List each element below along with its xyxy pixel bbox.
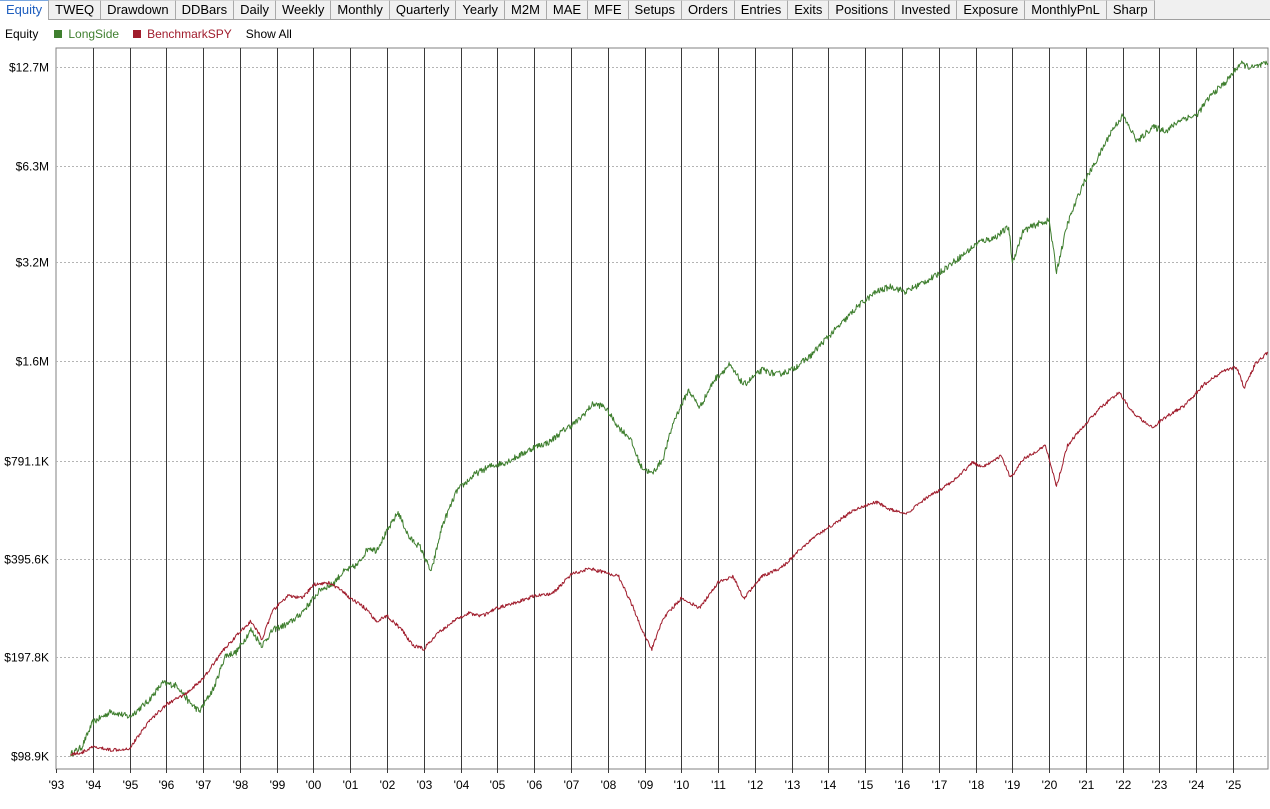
x-tick-label: '96	[159, 778, 175, 792]
chart-tab-bar: Equity TWEQ Drawdown DDBars Daily Weekly Month…	[0, 0, 1270, 20]
tab-equity[interactable]: Equity	[0, 0, 50, 20]
x-tick-label: '20	[1042, 778, 1058, 792]
x-tick-label: '25	[1226, 778, 1242, 792]
series-line-longside	[70, 60, 1269, 757]
x-tick-label: '11	[711, 778, 726, 792]
tab-list: Equity TWEQ Drawdown DDBars Daily Weekly Month…	[0, 0, 1155, 20]
tab-mfe[interactable]: MFE	[588, 0, 629, 19]
legend-item-longside[interactable]: LongSide	[54, 27, 119, 41]
y-tick-label: $791.1K	[4, 455, 49, 469]
tab-positions[interactable]: Positions	[829, 0, 896, 19]
tab-mae[interactable]: MAE	[546, 0, 589, 19]
tab-setups[interactable]: Setups	[628, 0, 683, 19]
y-tick-label: $98.9K	[11, 750, 49, 764]
tab-daily[interactable]: Daily	[234, 0, 276, 19]
x-tick-label: '03	[417, 778, 433, 792]
x-tick-label: '95	[123, 778, 139, 792]
x-tick-label: '10	[674, 778, 690, 792]
x-tick-label: '08	[601, 778, 617, 792]
tab-exits[interactable]: Exits	[788, 0, 830, 19]
y-tick-label: $3.2M	[16, 256, 49, 270]
series-line-benchmarkspy	[70, 351, 1269, 756]
y-tick-label: $197.8K	[4, 651, 49, 665]
tab-weekly[interactable]: Weekly	[275, 0, 332, 19]
x-tick-label: '98	[233, 778, 249, 792]
legend-label-benchmarkspy: BenchmarkSPY	[147, 27, 232, 41]
legend-label-longside: LongSide	[68, 27, 120, 41]
x-tick-label: '07	[564, 778, 580, 792]
x-tick-label: '15	[858, 778, 874, 792]
x-tick-label: '94	[86, 778, 102, 792]
x-tick-label: '18	[969, 778, 985, 792]
longside-swatch	[54, 30, 63, 38]
show-all-link[interactable]: Show All	[245, 27, 292, 41]
y-tick-label: $395.6K	[4, 553, 49, 567]
x-tick-label: '02	[380, 778, 396, 792]
x-tick-label: '04	[454, 778, 470, 792]
x-tick-label: '00	[306, 778, 322, 792]
x-tick-label: '13	[785, 778, 801, 792]
x-tick-label: '09	[638, 778, 654, 792]
x-tick-label: '17	[932, 778, 948, 792]
x-tick-label: '21	[1079, 778, 1095, 792]
benchmarkspy-swatch	[133, 30, 142, 38]
tab-drawdown[interactable]: Drawdown	[101, 0, 176, 19]
x-tick-label: '06	[527, 778, 543, 792]
x-tick-label: '01	[343, 778, 359, 792]
x-tick-label: '05	[490, 778, 506, 792]
tab-ddbars[interactable]: DDBars	[175, 0, 235, 19]
tab-monthlypnl[interactable]: MonthlyPnL	[1025, 0, 1107, 19]
tab-quarterly[interactable]: Quarterly	[389, 0, 457, 19]
plot-area	[55, 47, 1269, 770]
tab-monthly[interactable]: Monthly	[331, 0, 390, 19]
legend-item-benchmarkspy[interactable]: BenchmarkSPY	[133, 27, 232, 41]
y-tick-label: $1.6M	[16, 355, 49, 369]
x-tick-label: '12	[748, 778, 764, 792]
x-tick-label: '24	[1189, 778, 1205, 792]
tab-tweq[interactable]: TWEQ	[49, 0, 102, 19]
tab-entries[interactable]: Entries	[734, 0, 789, 19]
x-tick-label: '23	[1152, 778, 1168, 792]
x-tick-label: '14	[821, 778, 837, 792]
tab-m2m[interactable]: M2M	[505, 0, 547, 19]
x-tick-label: '97	[196, 778, 212, 792]
legend-title: Equity	[5, 27, 39, 41]
x-tick-label: '19	[1005, 778, 1021, 792]
tab-invested[interactable]: Invested	[895, 0, 958, 19]
tab-sharp[interactable]: Sharp	[1106, 0, 1155, 19]
tab-orders[interactable]: Orders	[682, 0, 735, 19]
x-tick-label: '16	[895, 778, 911, 792]
tab-yearly[interactable]: Yearly	[456, 0, 506, 19]
chart-legend: Equity LongSide BenchmarkSPY Show All	[5, 26, 292, 42]
y-tick-label: $12.7M	[9, 61, 49, 75]
tab-exposure[interactable]: Exposure	[957, 0, 1026, 19]
x-tick-label: '99	[270, 778, 286, 792]
y-tick-label: $6.3M	[16, 160, 49, 174]
x-tick-label: '93	[49, 778, 65, 792]
x-tick-label: '22	[1116, 778, 1132, 792]
